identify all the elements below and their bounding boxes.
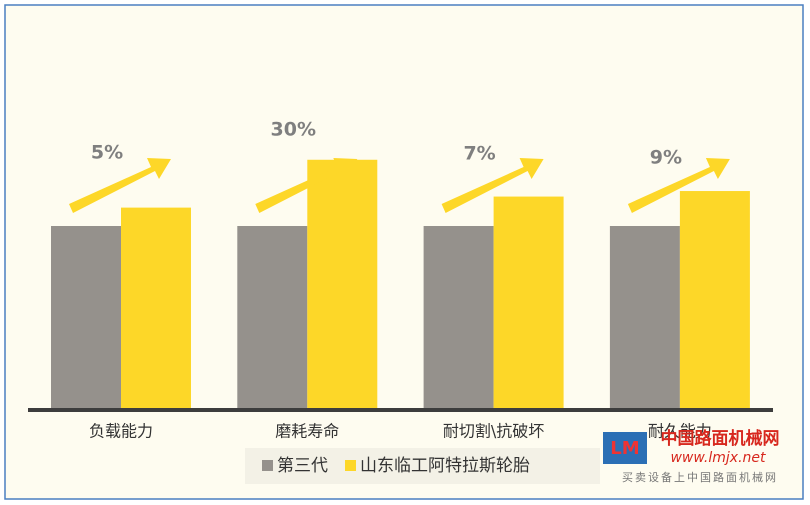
watermark-name: 中国路面机械网	[661, 428, 780, 449]
watermark-slogan: 买卖设备上中国路面机械网	[622, 470, 778, 484]
legend-box	[245, 448, 600, 484]
bar	[609, 226, 680, 410]
x-tick-label: 耐切割\抗破坏	[443, 422, 544, 441]
x-tick-label: 负载能力	[89, 422, 153, 441]
bar	[307, 159, 378, 410]
watermark-logo: LM	[603, 432, 647, 464]
watermark-url: www.lmjx.net	[670, 450, 766, 466]
x-tick-label: 磨耗寿命	[275, 422, 339, 441]
legend-swatch	[262, 460, 273, 471]
bar	[423, 226, 494, 410]
bar	[679, 191, 750, 410]
bar	[51, 226, 121, 410]
annotation: 7%	[463, 143, 495, 165]
legend-swatch	[345, 460, 356, 471]
annotation: 5%	[91, 142, 123, 164]
bar	[237, 226, 308, 410]
legend-label: 山东临工阿特拉斯轮胎	[360, 456, 530, 476]
bar	[493, 196, 564, 410]
legend-label: 第三代	[277, 456, 328, 476]
annotation: 30%	[271, 119, 316, 141]
bar	[121, 207, 191, 410]
arrow	[255, 158, 358, 213]
arrow	[69, 158, 171, 213]
x-tick-label: 耐久能力	[648, 422, 712, 441]
svg-text:LM: LM	[610, 438, 639, 459]
annotation: 9%	[650, 147, 682, 169]
arrow	[441, 158, 544, 213]
arrow	[627, 158, 730, 213]
